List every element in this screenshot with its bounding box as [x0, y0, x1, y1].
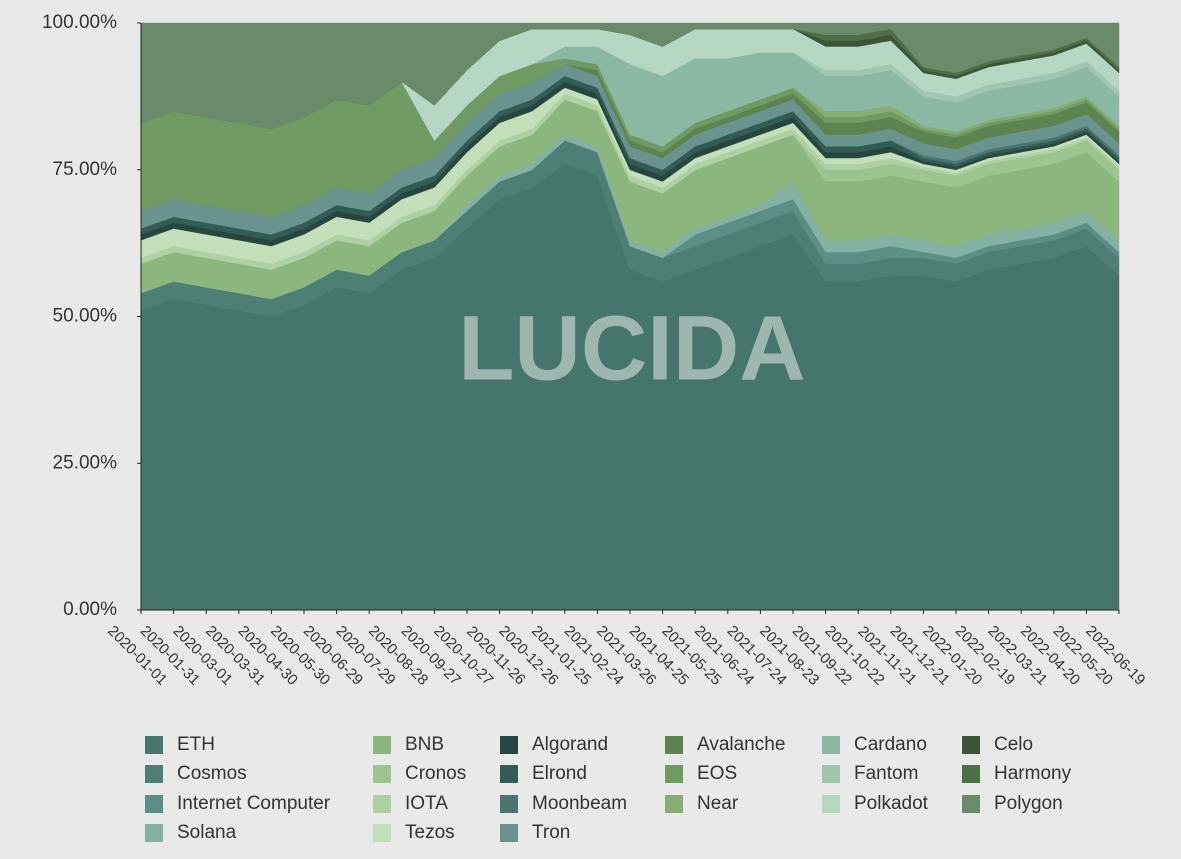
- legend-swatch: [373, 765, 391, 783]
- legend-swatch: [500, 736, 518, 754]
- legend-label: Cardano: [854, 734, 927, 755]
- legend-label: EOS: [697, 763, 737, 784]
- legend-swatch: [500, 765, 518, 783]
- legend-swatch: [373, 795, 391, 813]
- y-tick-label: 25.00%: [53, 452, 118, 473]
- legend-label: Near: [697, 793, 739, 814]
- legend-label: Harmony: [994, 763, 1072, 784]
- legend-label: Internet Computer: [177, 793, 331, 814]
- legend-label: Polygon: [994, 793, 1063, 814]
- legend-swatch: [500, 824, 518, 842]
- legend-label: ETH: [177, 734, 215, 755]
- legend-swatch: [962, 765, 980, 783]
- y-tick-label: 100.00%: [42, 12, 117, 33]
- legend-swatch: [962, 795, 980, 813]
- legend-label: Solana: [177, 822, 237, 843]
- legend-label: Avalanche: [697, 734, 785, 755]
- legend-label: IOTA: [405, 793, 448, 814]
- legend-swatch: [145, 736, 163, 754]
- legend-swatch: [822, 795, 840, 813]
- legend-label: BNB: [405, 734, 444, 755]
- legend-swatch: [145, 765, 163, 783]
- legend-swatch: [145, 795, 163, 813]
- legend-label: Tron: [532, 822, 570, 843]
- legend-label: Cosmos: [177, 763, 247, 784]
- legend-label: Tezos: [405, 822, 455, 843]
- legend-swatch: [962, 736, 980, 754]
- legend-label: Moonbeam: [532, 793, 627, 814]
- legend-swatch: [822, 765, 840, 783]
- area: [140, 22, 1120, 129]
- legend-label: Elrond: [532, 763, 587, 784]
- legend-label: Polkadot: [854, 793, 929, 814]
- legend-swatch: [145, 824, 163, 842]
- legend-swatch: [373, 824, 391, 842]
- y-tick-label: 75.00%: [53, 159, 118, 180]
- legend-label: Celo: [994, 734, 1033, 755]
- watermark: LUCIDA: [458, 297, 806, 399]
- legend-swatch: [665, 765, 683, 783]
- legend-swatch: [665, 795, 683, 813]
- legend-swatch: [373, 736, 391, 754]
- legend-swatch: [500, 795, 518, 813]
- legend-swatch: [665, 736, 683, 754]
- legend-label: Fantom: [854, 763, 918, 784]
- plot-area: [140, 22, 1120, 611]
- legend-swatch: [822, 736, 840, 754]
- y-tick-label: 0.00%: [63, 599, 117, 620]
- legend-label: Cronos: [405, 763, 466, 784]
- y-tick-label: 50.00%: [53, 306, 118, 327]
- legend-label: Algorand: [532, 734, 608, 755]
